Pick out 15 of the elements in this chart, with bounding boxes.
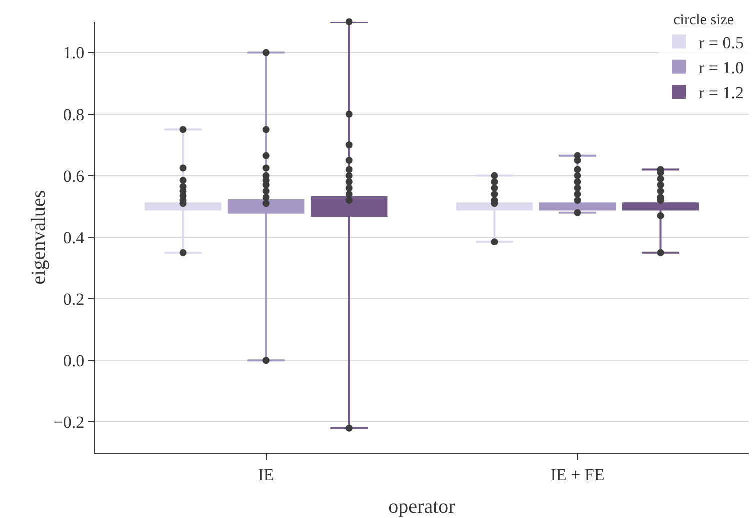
y-tick-label: 0.8 [63, 105, 85, 124]
x-tick-label: IE [258, 465, 274, 484]
legend-label: r = 1.0 [699, 58, 744, 78]
y-axis-title: eigenvalues [28, 190, 50, 285]
legend-label: r = 0.5 [699, 33, 744, 52]
y-tick-label: 0.0 [63, 352, 85, 371]
y-tick-label: −0.2 [54, 413, 85, 432]
legend-title: circle size [674, 12, 734, 28]
y-tick-label: 0.4 [63, 228, 86, 248]
legend-label: r = 1.2 [699, 84, 744, 103]
x-tick-label: IE + FE [550, 465, 605, 484]
y-tick-label: 1.0 [63, 44, 85, 63]
y-tick-label: 0.2 [63, 290, 85, 310]
y-tick-label: 0.6 [63, 166, 85, 186]
x-axis-title: operator [388, 496, 456, 518]
